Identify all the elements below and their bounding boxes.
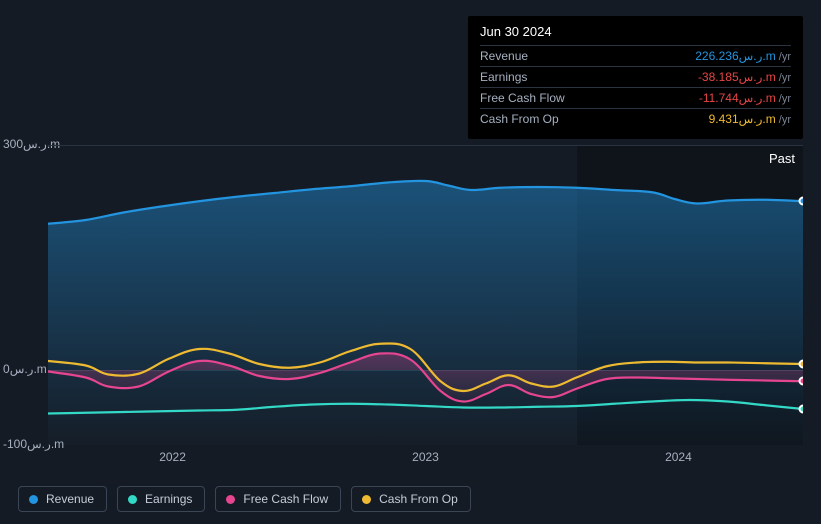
series-end-dot-cash_from_op <box>799 360 804 369</box>
tooltip-row: Cash From Op 9.431ر.س.m/yr <box>480 108 791 129</box>
chart-legend: Revenue Earnings Free Cash Flow Cash From O… <box>18 486 471 512</box>
tooltip-row-value: 226.236ر.س.m <box>695 49 776 63</box>
tooltip-row-unit: /yr <box>779 114 791 126</box>
financials-chart: 300ر.س.m 0ر.س.m -100ر.س.m Past 202220232… <box>18 125 803 515</box>
y-axis-label: 0ر.س.m <box>3 362 47 376</box>
tooltip-row-value: 9.431ر.س.m <box>709 112 776 126</box>
series-end-dot-free_cash_flow <box>799 377 804 386</box>
legend-item-free_cash_flow[interactable]: Free Cash Flow <box>215 486 341 512</box>
series-end-dot-revenue <box>799 197 804 206</box>
legend-label: Cash From Op <box>379 492 458 506</box>
tooltip-row: Free Cash Flow -11.744ر.س.m/yr <box>480 87 791 108</box>
legend-item-cash_from_op[interactable]: Cash From Op <box>351 486 471 512</box>
x-axis-label: 2022 <box>159 450 186 464</box>
legend-label: Revenue <box>46 492 94 506</box>
tooltip-row-label: Earnings <box>480 70 527 84</box>
tooltip-row-unit: /yr <box>779 93 791 105</box>
tooltip-row-label: Revenue <box>480 49 528 63</box>
past-label: Past <box>769 151 795 166</box>
tooltip-row-label: Cash From Op <box>480 112 559 126</box>
tooltip-row-unit: /yr <box>779 72 791 84</box>
legend-item-revenue[interactable]: Revenue <box>18 486 107 512</box>
tooltip-row: Revenue 226.236ر.س.m/yr <box>480 45 791 66</box>
legend-label: Earnings <box>145 492 192 506</box>
chart-tooltip: Jun 30 2024 Revenue226.236ر.س.m/yrEarnin… <box>468 16 803 139</box>
tooltip-date: Jun 30 2024 <box>480 24 791 45</box>
legend-item-earnings[interactable]: Earnings <box>117 486 205 512</box>
x-axis-label: 2023 <box>412 450 439 464</box>
series-end-dot-earnings <box>799 405 804 414</box>
legend-label: Free Cash Flow <box>243 492 328 506</box>
x-axis-label: 2024 <box>665 450 692 464</box>
legend-dot-icon <box>226 495 235 504</box>
tooltip-row-label: Free Cash Flow <box>480 91 565 105</box>
x-axis-labels: 2022 2023 2024 <box>48 450 803 470</box>
legend-dot-icon <box>29 495 38 504</box>
tooltip-row-unit: /yr <box>779 51 791 63</box>
tooltip-row: Earnings -38.185ر.س.m/yr <box>480 66 791 87</box>
tooltip-row-value: -38.185ر.س.m <box>698 70 776 84</box>
legend-dot-icon <box>362 495 371 504</box>
plot-area[interactable]: Past <box>48 145 803 445</box>
legend-dot-icon <box>128 495 137 504</box>
tooltip-row-value: -11.744ر.س.m <box>699 91 776 105</box>
chart-svg <box>48 145 803 445</box>
